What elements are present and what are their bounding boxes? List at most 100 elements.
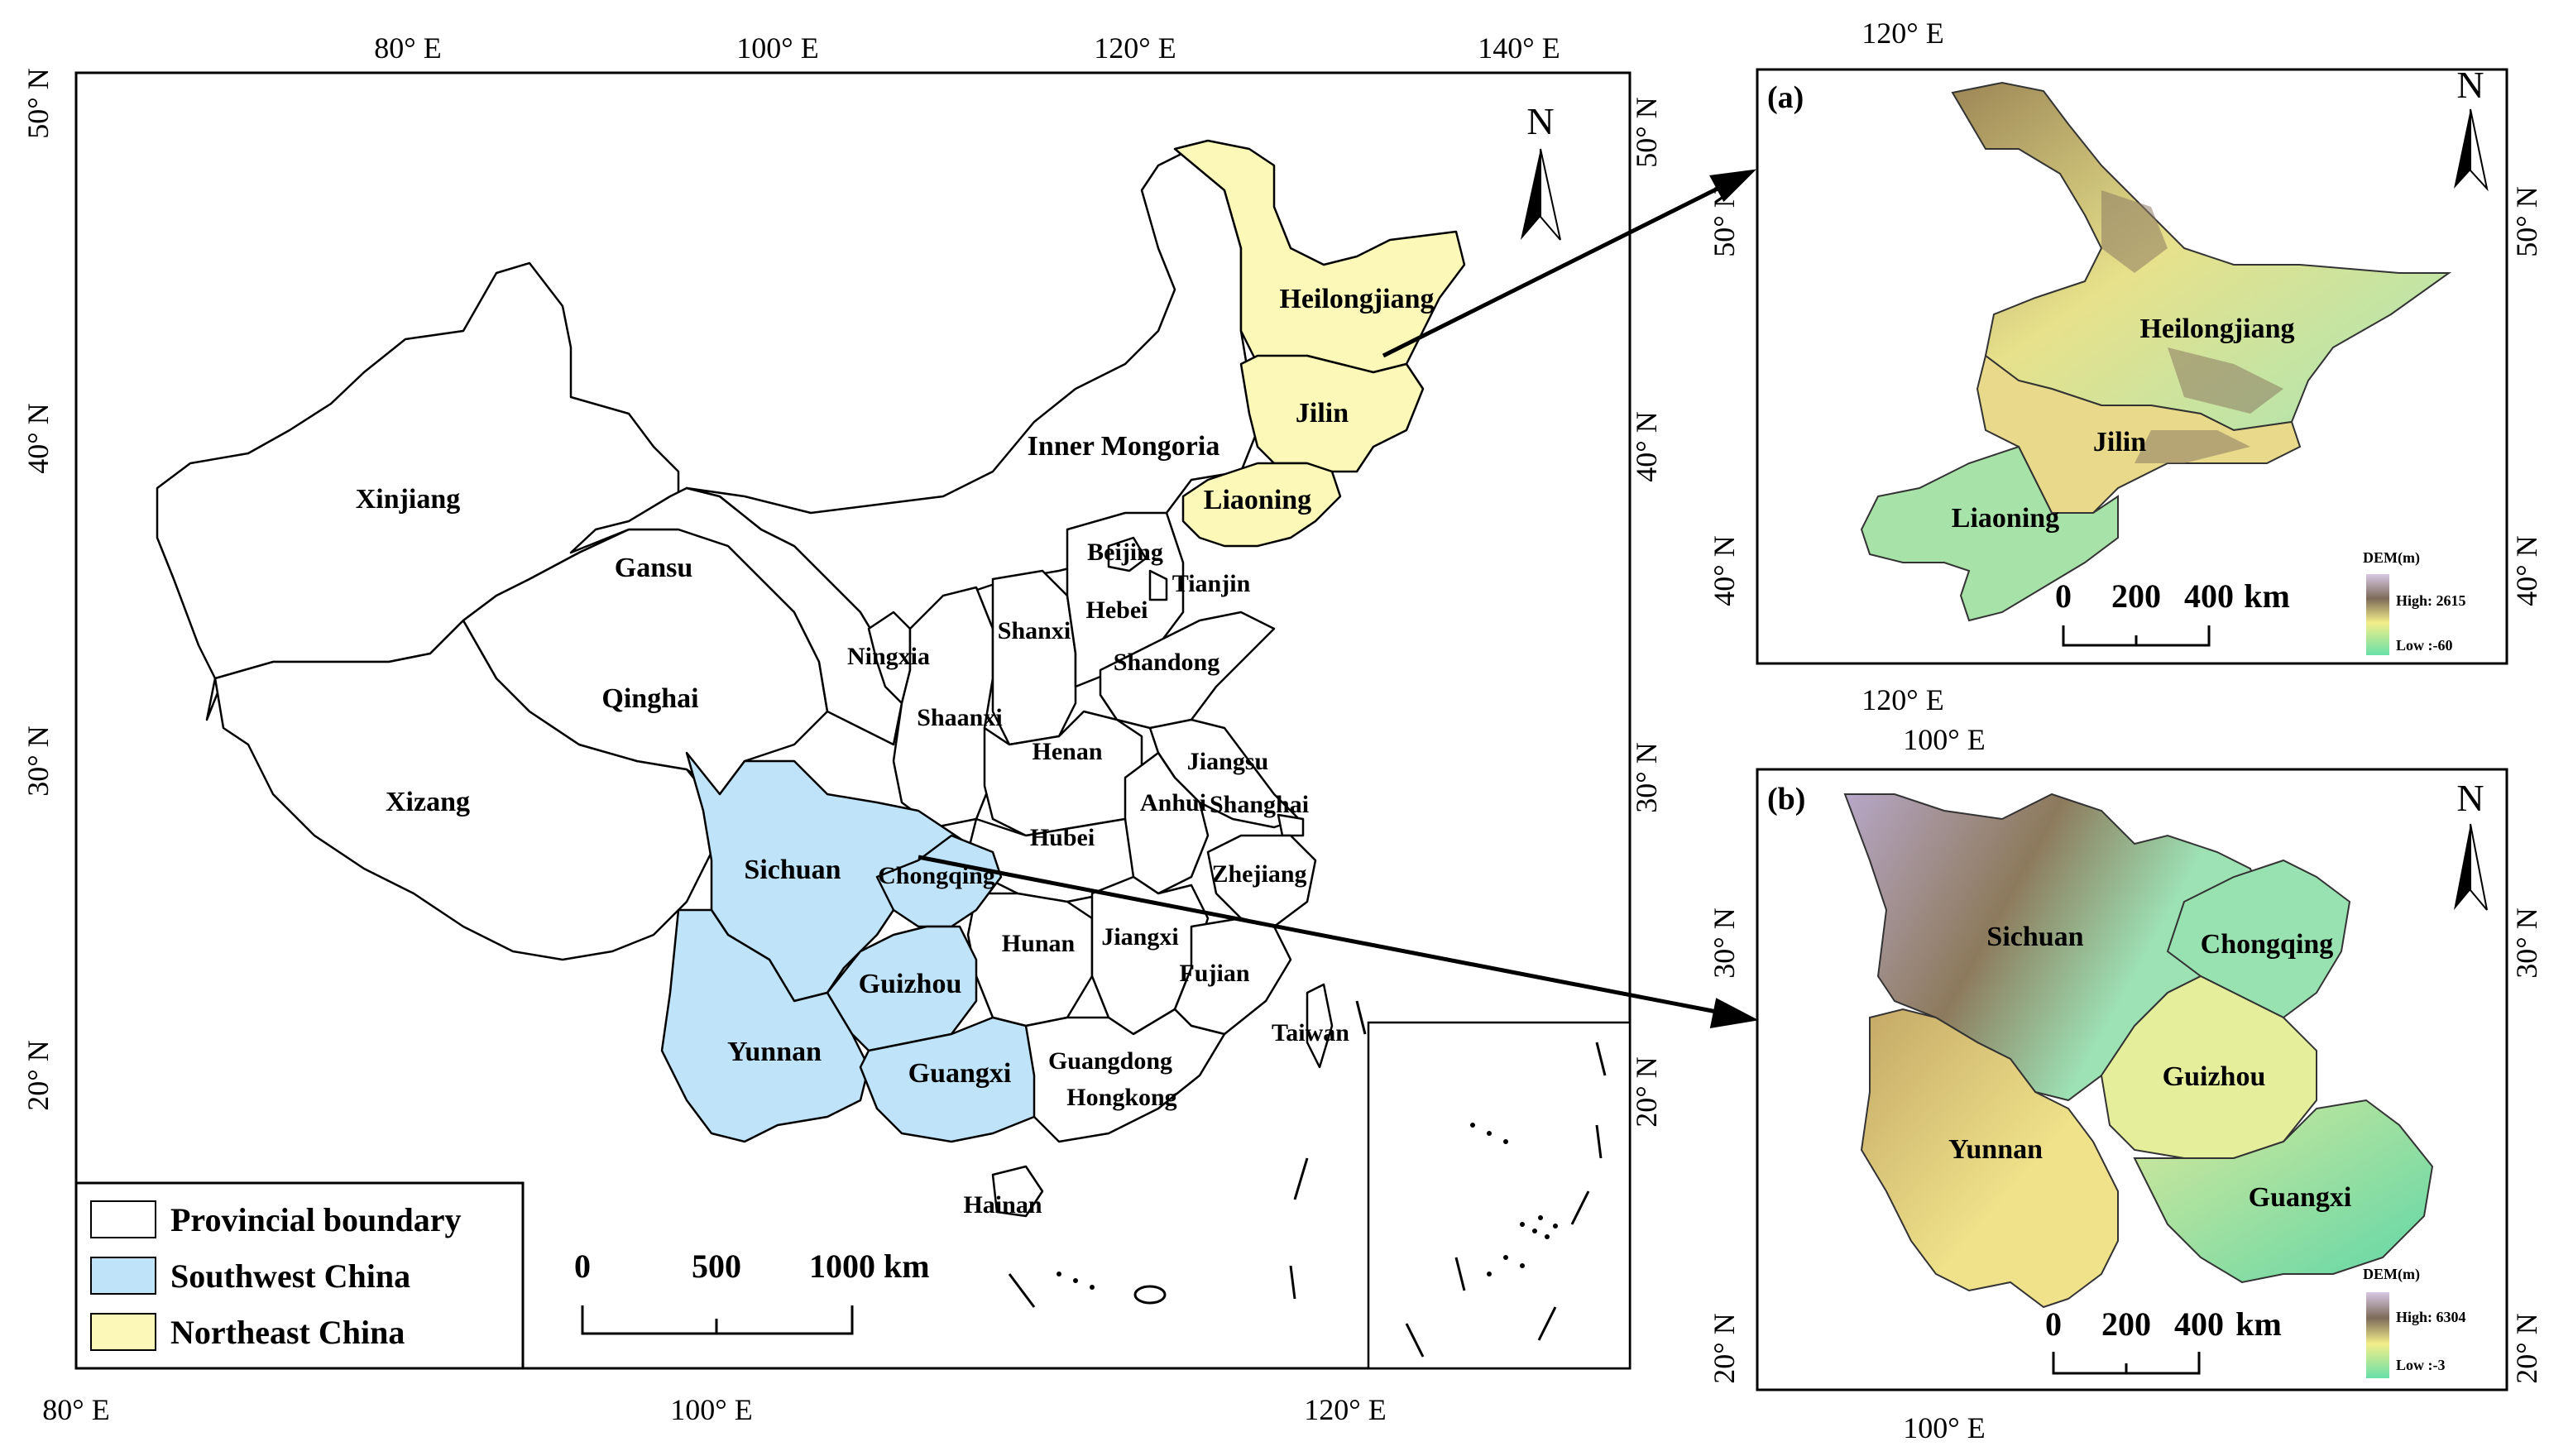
label-tianjin: Tianjin [1172, 570, 1251, 597]
scale-label: 1000 km [809, 1248, 930, 1285]
main-top-lon-tick: 80° E [374, 31, 441, 65]
label-liaoning: Liaoning [1204, 485, 1311, 515]
north-arrow-label: N [1526, 100, 1554, 142]
main-right-lat-tick: 20° N [1630, 1056, 1663, 1127]
label-hubei: Hubei [1030, 824, 1095, 851]
label-zhejiang: Zhejiang [1211, 860, 1306, 888]
label-ningxia: Ningxia [847, 643, 930, 670]
province-liaoning [1181, 462, 1342, 548]
panel-b-chongqing [2166, 859, 2351, 1019]
panel-b-dem-legend: DEM(m) High: 6304 Low :-3 [2363, 1266, 2466, 1378]
panel-a-right-tick: 40° N [2510, 535, 2543, 606]
legend-swatch-southwest [90, 1257, 156, 1295]
panel-b-province-label: Guizhou [2163, 1061, 2266, 1092]
panel-a-scale-label: 400 [2184, 577, 2234, 615]
province-guangxi [859, 1016, 1036, 1143]
label-henan: Henan [1032, 738, 1102, 765]
label-yunnan: Yunnan [727, 1037, 822, 1067]
inset-islands [1470, 1123, 1558, 1276]
label-jiangsu: Jiangsu [1187, 748, 1268, 775]
inset-dashes [1008, 1000, 1607, 1358]
legend-swatch-northeast [90, 1313, 156, 1351]
panel-a-right-tick: 50° N [2510, 186, 2543, 256]
province-hunan [966, 892, 1094, 1027]
panel-b-scale-label: km [2235, 1305, 2282, 1343]
label-jilin: Jilin [1296, 398, 1349, 429]
label-guangxi: Guangxi [908, 1058, 1012, 1089]
main-right-lat-tick: 30° N [1630, 742, 1663, 812]
label-hunan: Hunan [1002, 930, 1076, 957]
panel-a-top-tick: 120° E [1861, 17, 1943, 50]
panel-b-dem-high: High: 6304 [2396, 1309, 2466, 1325]
panel-b-right-tick: 30° N [2510, 908, 2543, 978]
main-right-lat-tick: 40° N [1630, 411, 1663, 481]
panel-b-north-arrow: N [2454, 777, 2488, 911]
province-shandong [1099, 611, 1276, 730]
label-sichuan: Sichuan [744, 855, 841, 885]
panel-a-liaoning [1860, 445, 2119, 622]
panel-b-scale-bar: 0 200 400 km [2045, 1305, 2282, 1375]
main-map: 80° E 100° E 120° E 140° E 80° E 100° E … [22, 31, 1759, 1426]
panel-b-guangxi [2133, 1099, 2434, 1284]
panel-b-dem-ramp [2366, 1292, 2389, 1378]
panel-a-dem-high: High: 2615 [2396, 592, 2466, 609]
panel-b-dem-low: Low :-3 [2396, 1357, 2446, 1373]
panel-a-bottom-tick: 120° E [1861, 683, 1943, 716]
connector-arrows [918, 169, 1759, 1029]
panel-b-province-label: Yunnan [1948, 1134, 2043, 1165]
province-guizhou [826, 925, 978, 1052]
province-jilin [1239, 354, 1425, 473]
main-left-lat-tick: 50° N [22, 68, 55, 138]
panel-b-yunnan [1860, 1008, 2119, 1309]
label-guangdong: Guangdong [1048, 1047, 1172, 1075]
province-taiwan [1306, 983, 1334, 1069]
legend-swatch-boundary [90, 1200, 156, 1238]
scale-label: 0 [574, 1248, 591, 1285]
panel-b-left-tick: 20° N [1708, 1313, 1741, 1383]
label-hongkong: Hongkong [1066, 1084, 1176, 1111]
label-anhui: Anhui [1140, 789, 1206, 817]
scale-label: 500 [692, 1248, 741, 1285]
panel-a-north-arrow: N [2454, 64, 2489, 192]
province-heilongjiang [1173, 139, 1466, 374]
panel-b-bottom-tick: 100° E [1903, 1411, 1985, 1444]
panel-b-label: (b) [1767, 782, 1805, 817]
panel-b-guizhou [2100, 975, 2317, 1159]
panel-b-southwest: (b) 100° E 100° E 30° N 20° N 30° N 20° … [1708, 723, 2543, 1444]
panel-b-scale-label: 200 [2101, 1305, 2151, 1343]
main-scale-bar: 0 500 1000 km [574, 1248, 930, 1335]
province-guangdong [1024, 1008, 1226, 1143]
panel-a-dem-low: Low :-60 [2396, 637, 2453, 654]
panel-a-dem-legend: DEM(m) High: 2615 Low :-60 [2363, 549, 2466, 655]
label-guizhou: Guizhou [859, 969, 962, 999]
panel-a-scale-label: 200 [2111, 577, 2161, 615]
panel-a-left-tick: 40° N [1708, 535, 1741, 606]
label-shanghai: Shanghai [1210, 791, 1309, 818]
label-chongqing: Chongqing [878, 862, 995, 889]
province-beijing [1107, 536, 1148, 572]
label-gansu: Gansu [615, 553, 693, 583]
panel-b-top-tick: 100° E [1903, 723, 1985, 756]
label-heilongjiang: Heilongjiang [1279, 284, 1434, 314]
panel-a-dem-ramp [2366, 574, 2389, 655]
panel-b-province-label: Sichuan [1986, 922, 2083, 952]
label-beijing: Beijing [1087, 539, 1163, 566]
china-provinces [156, 139, 1466, 1218]
legend-label-northeast: Northeast China [170, 1314, 405, 1351]
label-fujian: Fujian [1179, 960, 1249, 987]
label-shanxi: Shanxi [998, 617, 1071, 644]
panel-a-left-tick: 50° N [1708, 186, 1741, 256]
panel-b-dem-map [1843, 793, 2434, 1309]
panel-a-dem-map [1860, 81, 2452, 622]
label-taiwan: Taiwan [1272, 1019, 1349, 1046]
label-xizang: Xizang [386, 787, 470, 817]
panel-a-northeast: (a) 120° E 120° E 50° N 40° N 50° N 40° … [1708, 17, 2543, 716]
main-left-lat-tick: 40° N [22, 403, 55, 473]
main-top-lon-tick: 140° E [1478, 31, 1560, 65]
province-yunnan [660, 908, 870, 1143]
main-right-lat-tick: 50° N [1630, 97, 1663, 167]
label-shandong: Shandong [1114, 649, 1219, 676]
label-jiangxi: Jiangxi [1101, 923, 1178, 951]
panel-b-province-label: Guangxi [2249, 1182, 2352, 1213]
